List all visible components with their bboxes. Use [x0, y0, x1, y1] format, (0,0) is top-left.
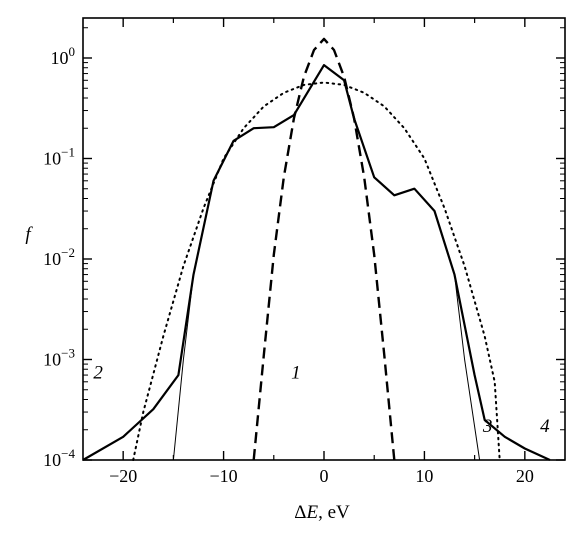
- y-tick-label: 10−3: [43, 345, 75, 369]
- x-tick-label: 0: [320, 466, 329, 486]
- curve-label-3: 3: [482, 416, 493, 437]
- x-axis-label: ΔE, eV: [294, 502, 350, 523]
- y-tick-label: 10−2: [43, 245, 75, 269]
- curve-3: [172, 64, 481, 461]
- y-tick-label: 10−4: [43, 446, 75, 470]
- y-tick-label: 10−1: [43, 144, 75, 168]
- curve-labels: 1 2 3 4: [93, 362, 550, 437]
- curve-4: [82, 63, 551, 462]
- x-tick-label: −10: [210, 466, 238, 486]
- curve-1: [252, 37, 396, 461]
- curve-label-2: 2: [93, 362, 103, 383]
- y-tick-label: 100: [51, 44, 76, 68]
- curves: [82, 37, 551, 462]
- x-tick-label: 20: [516, 466, 534, 486]
- curve-label-1: 1: [291, 362, 301, 383]
- curve-2: [132, 81, 501, 461]
- x-tick-label: 10: [415, 466, 433, 486]
- curve-label-4: 4: [540, 416, 550, 437]
- plot-frame: [82, 17, 566, 461]
- y-axis-label: f: [25, 224, 33, 245]
- axes: −20 −10 0 10 20 10−4 10−3 10−2 10−1 100: [43, 17, 566, 486]
- x-tick-label: −20: [109, 466, 137, 486]
